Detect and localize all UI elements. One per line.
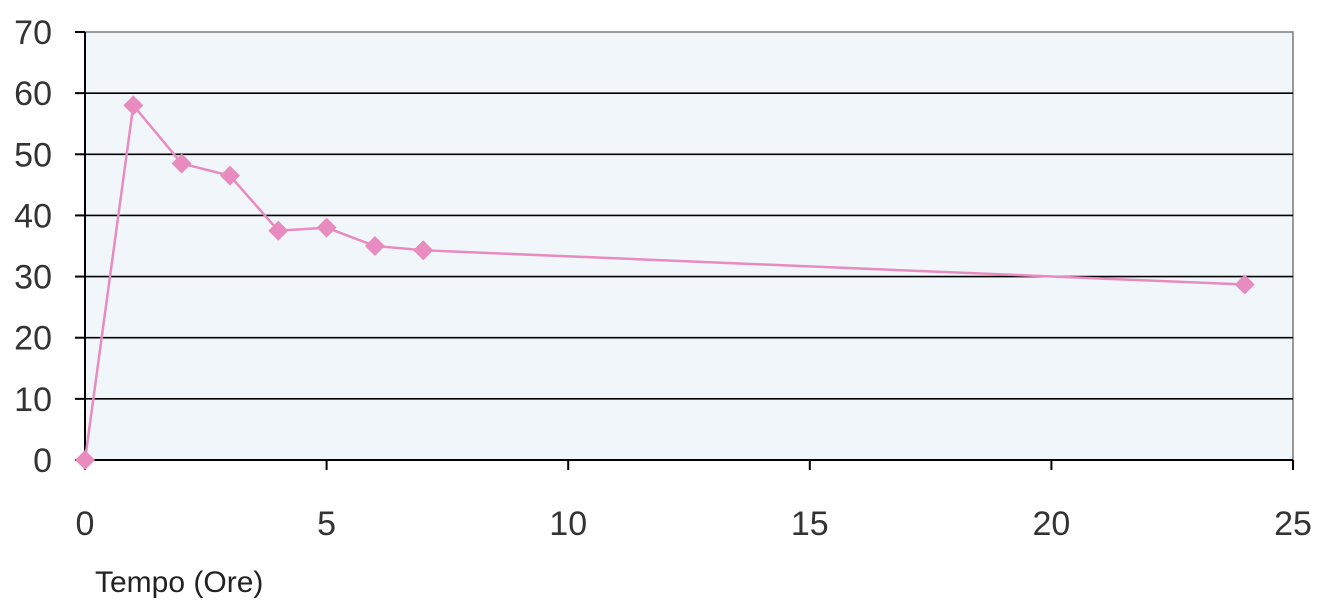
data-point	[268, 220, 289, 241]
data-point	[123, 95, 144, 116]
y-tick-label: 0	[33, 442, 52, 480]
y-tick-label: 50	[14, 136, 52, 174]
data-point	[219, 165, 240, 186]
x-tick-label: 20	[1032, 505, 1070, 543]
y-tick-label: 70	[14, 14, 52, 52]
x-tick-labels: 0 5 10 15 20 25	[76, 505, 1312, 543]
y-tick-label: 60	[14, 75, 52, 113]
series-group	[75, 95, 1255, 470]
data-point	[316, 217, 337, 238]
data-point	[413, 240, 434, 261]
data-point	[364, 236, 385, 256]
plot-area	[84, 31, 1294, 461]
y-tick-label: 30	[14, 259, 52, 297]
data-point	[75, 450, 95, 470]
data-point	[171, 153, 192, 174]
y-tick-label: 40	[14, 197, 52, 235]
x-tick-label: 5	[317, 505, 336, 543]
y-tick-label: 20	[14, 320, 52, 358]
x-tick-label: 15	[791, 505, 829, 543]
gridlines	[85, 92, 1293, 400]
axes	[75, 31, 1294, 470]
x-tick-label: 25	[1274, 505, 1312, 543]
y-tick-label: 10	[14, 381, 52, 419]
y-tick-labels: 0 10 20 30 40 50 60 70	[14, 14, 52, 480]
x-tick-label: 0	[76, 505, 95, 543]
data-point	[1234, 274, 1255, 295]
x-tick-label: 10	[549, 505, 587, 543]
x-axis-label: Tempo (Ore)	[95, 566, 264, 599]
